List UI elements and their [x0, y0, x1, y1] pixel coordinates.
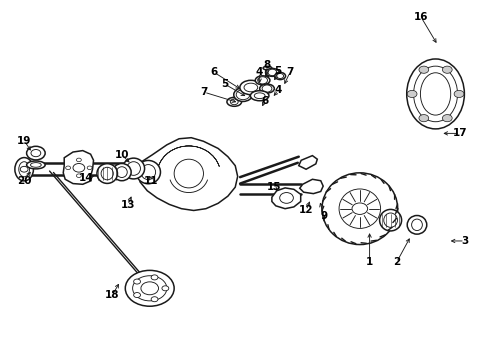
- Circle shape: [277, 73, 284, 78]
- Text: 11: 11: [144, 176, 158, 186]
- Polygon shape: [272, 188, 301, 209]
- Text: 4: 4: [274, 85, 282, 95]
- Ellipse shape: [339, 189, 381, 228]
- Ellipse shape: [113, 163, 131, 181]
- Ellipse shape: [117, 167, 127, 177]
- Circle shape: [87, 166, 92, 170]
- Ellipse shape: [26, 161, 45, 169]
- Ellipse shape: [19, 162, 29, 177]
- Text: 7: 7: [286, 67, 294, 77]
- Ellipse shape: [250, 91, 269, 101]
- Circle shape: [262, 85, 272, 92]
- Ellipse shape: [266, 68, 279, 76]
- Ellipse shape: [127, 162, 141, 175]
- Text: 19: 19: [17, 136, 31, 145]
- Polygon shape: [299, 156, 318, 169]
- Ellipse shape: [30, 163, 41, 167]
- Text: 12: 12: [299, 206, 313, 216]
- Text: 14: 14: [79, 173, 94, 183]
- Polygon shape: [300, 179, 323, 194]
- Ellipse shape: [234, 88, 252, 102]
- Text: 6: 6: [261, 96, 268, 106]
- Circle shape: [352, 203, 368, 215]
- Text: 7: 7: [200, 87, 208, 97]
- Ellipse shape: [260, 84, 274, 93]
- Circle shape: [20, 166, 28, 172]
- Circle shape: [268, 69, 277, 76]
- Text: 1: 1: [366, 257, 373, 267]
- Ellipse shape: [412, 219, 422, 230]
- Text: 13: 13: [121, 200, 135, 210]
- Ellipse shape: [141, 165, 156, 180]
- Ellipse shape: [133, 276, 167, 301]
- Text: 10: 10: [115, 150, 129, 160]
- Ellipse shape: [125, 270, 174, 306]
- Circle shape: [419, 66, 429, 73]
- Circle shape: [162, 286, 169, 291]
- Text: 20: 20: [17, 176, 31, 186]
- Ellipse shape: [322, 173, 398, 244]
- Circle shape: [73, 163, 85, 172]
- Polygon shape: [140, 138, 238, 211]
- Circle shape: [454, 90, 464, 98]
- Ellipse shape: [414, 66, 458, 122]
- Circle shape: [407, 90, 417, 98]
- Ellipse shape: [380, 210, 402, 231]
- Ellipse shape: [26, 146, 45, 160]
- Circle shape: [141, 282, 159, 295]
- Ellipse shape: [136, 161, 160, 184]
- Ellipse shape: [407, 59, 465, 129]
- Ellipse shape: [244, 83, 258, 92]
- Text: 9: 9: [320, 211, 328, 221]
- Polygon shape: [63, 150, 94, 184]
- Text: 3: 3: [461, 236, 468, 246]
- Text: 16: 16: [414, 12, 428, 22]
- Ellipse shape: [227, 97, 242, 106]
- Ellipse shape: [97, 164, 118, 183]
- Text: 4: 4: [256, 67, 263, 77]
- Ellipse shape: [122, 158, 145, 179]
- Ellipse shape: [280, 193, 294, 203]
- Circle shape: [151, 297, 158, 302]
- Ellipse shape: [420, 73, 451, 115]
- Circle shape: [151, 275, 158, 280]
- Circle shape: [66, 166, 71, 170]
- Circle shape: [442, 66, 452, 73]
- Ellipse shape: [255, 76, 270, 85]
- Ellipse shape: [31, 149, 41, 157]
- Ellipse shape: [174, 159, 203, 188]
- Ellipse shape: [407, 216, 427, 234]
- Text: 5: 5: [221, 79, 228, 89]
- Circle shape: [258, 77, 268, 84]
- Circle shape: [76, 174, 81, 177]
- Circle shape: [134, 293, 141, 298]
- Text: 18: 18: [105, 291, 120, 301]
- Circle shape: [76, 158, 81, 162]
- Ellipse shape: [240, 80, 262, 95]
- Ellipse shape: [384, 213, 397, 227]
- Ellipse shape: [263, 66, 272, 70]
- Text: 17: 17: [453, 129, 467, 138]
- Text: 5: 5: [274, 66, 282, 76]
- Circle shape: [230, 99, 238, 105]
- Ellipse shape: [254, 93, 265, 99]
- Text: 2: 2: [393, 257, 400, 267]
- Ellipse shape: [275, 72, 286, 80]
- Circle shape: [442, 114, 452, 122]
- Circle shape: [419, 114, 429, 122]
- Text: 6: 6: [211, 67, 218, 77]
- Ellipse shape: [101, 167, 113, 180]
- Text: 15: 15: [267, 182, 282, 192]
- Circle shape: [134, 279, 141, 284]
- Text: 8: 8: [263, 60, 270, 70]
- Circle shape: [236, 90, 250, 100]
- Ellipse shape: [15, 158, 33, 181]
